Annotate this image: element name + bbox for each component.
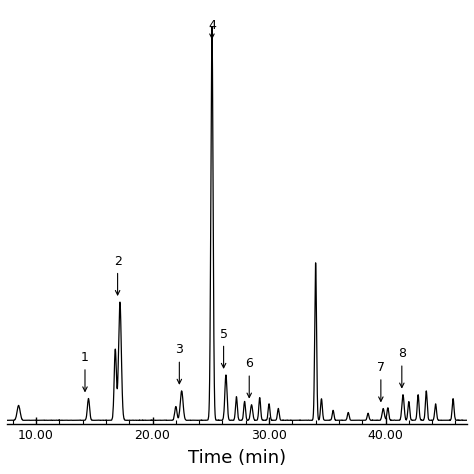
- Text: 6: 6: [245, 357, 253, 370]
- Text: 1: 1: [81, 351, 89, 364]
- X-axis label: Time (min): Time (min): [188, 449, 286, 467]
- Text: 3: 3: [175, 344, 183, 356]
- Text: 5: 5: [219, 328, 228, 340]
- Text: 8: 8: [398, 347, 406, 360]
- Text: 7: 7: [377, 361, 385, 374]
- Text: 2: 2: [114, 255, 121, 268]
- Text: 4: 4: [208, 18, 216, 32]
